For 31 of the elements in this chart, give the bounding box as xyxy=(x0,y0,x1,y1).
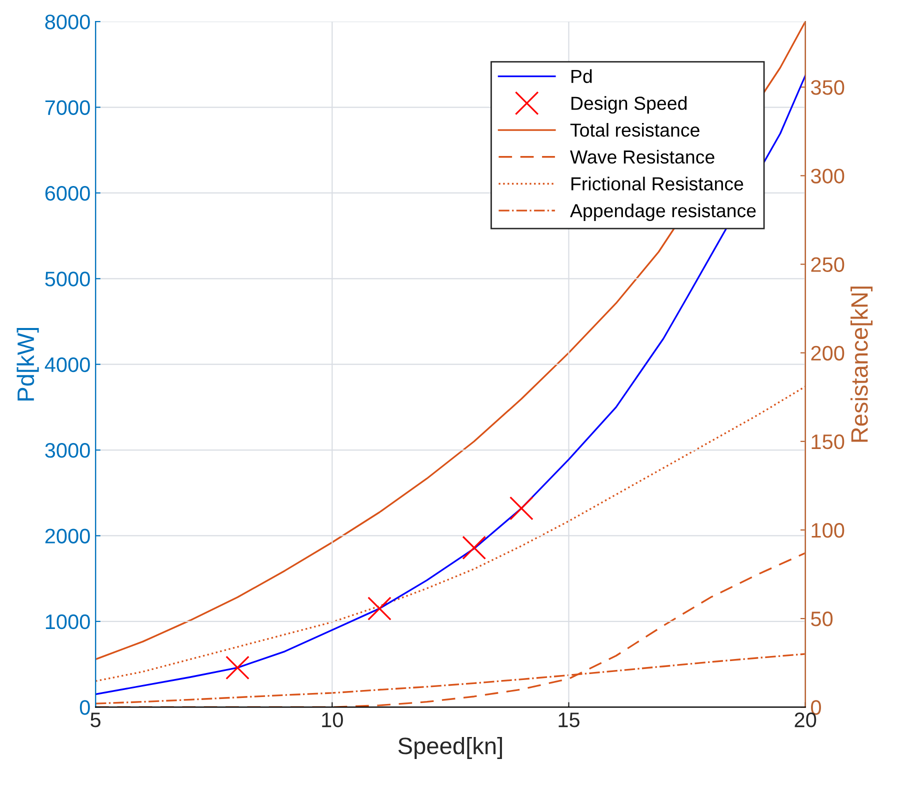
y-tick-label: 6000 xyxy=(45,186,90,201)
y-tick-label: 2000 xyxy=(45,528,90,544)
legend-label: Design Speed xyxy=(571,96,687,114)
legend-label: Wave Resistance xyxy=(570,150,714,164)
y-tick-label: 8000 xyxy=(45,14,90,30)
y2-tick-label: 50 xyxy=(811,612,833,626)
y2-tick-label: 300 xyxy=(811,168,844,184)
y2-tick-label: 200 xyxy=(811,346,844,361)
x-axis-title: Speed[kn] xyxy=(398,736,502,759)
y2-axis-title: Resistance[kN] xyxy=(850,286,873,442)
y2-tick-label: 100 xyxy=(812,522,844,538)
y-tick-label: 4000 xyxy=(44,357,90,372)
x-tick-label: 5 xyxy=(90,712,100,728)
x-tick-label: 15 xyxy=(558,712,580,728)
legend-label: Total resistance xyxy=(570,123,700,137)
x-tick-label: 20 xyxy=(794,712,816,728)
y-tick-label: 5000 xyxy=(45,272,90,286)
x-tick-label: 10 xyxy=(322,712,343,728)
legend-label: Frictional Resistance xyxy=(571,176,744,190)
y-tick-label: 0 xyxy=(80,700,90,715)
y-axis-title: Pd[kW] xyxy=(16,328,39,400)
y2-tick-label: 150 xyxy=(812,434,844,450)
y2-tick-label: 0 xyxy=(811,700,821,715)
y-tick-label: 3000 xyxy=(45,443,90,458)
legend-label: Pd xyxy=(571,69,592,84)
line-series xyxy=(96,386,806,682)
y2-tick-label: 350 xyxy=(811,80,844,95)
y-tick-label: 7000 xyxy=(45,100,90,116)
legend-label: Appendage resistance xyxy=(570,204,756,222)
y-tick-label: 1000 xyxy=(46,614,90,630)
y2-tick-label: 250 xyxy=(811,257,844,272)
